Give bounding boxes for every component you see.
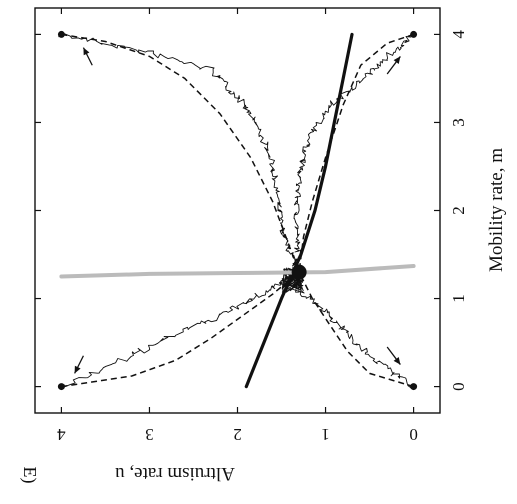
direction-arrow-3 [386, 56, 401, 75]
series-dashed-1 [298, 33, 414, 273]
start-point-2 [410, 30, 418, 38]
x-tick-label-4: 4 [449, 30, 468, 39]
arrows [74, 47, 401, 374]
y-tick-label-4: 4 [57, 425, 66, 444]
series-thick-8 [244, 32, 354, 389]
x-tick-label-3: 3 [449, 118, 468, 127]
y-axis-title: Altruism rate, u [115, 463, 235, 484]
plot-frame [34, 7, 441, 414]
points [57, 30, 418, 391]
y-tick-label-3: 3 [145, 425, 154, 444]
x-axis-title: Mobility rate, m [486, 148, 507, 272]
direction-arrow-0 [74, 355, 85, 374]
series-noisy-4 [58, 33, 302, 293]
ticks: 0 1 2 3 4 0 1 2 3 4 [35, 8, 468, 444]
y-tick-label-2: 2 [233, 425, 242, 444]
x-tick-label-1: 1 [449, 294, 468, 303]
start-point-0 [410, 383, 418, 391]
direction-arrow-2 [386, 346, 401, 365]
series-gray-9 [59, 264, 416, 279]
start-point-1 [57, 383, 65, 391]
start-point-3 [57, 30, 65, 38]
series-dashed-0 [61, 33, 300, 273]
x-tick-label-2: 2 [449, 206, 468, 215]
curves [58, 32, 416, 389]
y-tick-label-0: 0 [409, 425, 418, 444]
series-noisy-6 [63, 267, 304, 388]
x-tick-label-0: 0 [449, 382, 468, 391]
panel-label: E) [19, 467, 40, 484]
series-dashed-2 [61, 271, 300, 388]
direction-arrow-1 [82, 47, 93, 66]
equilibrium-point [291, 264, 307, 280]
y-tick-label-1: 1 [321, 425, 330, 444]
series-dashed-3 [298, 271, 414, 388]
